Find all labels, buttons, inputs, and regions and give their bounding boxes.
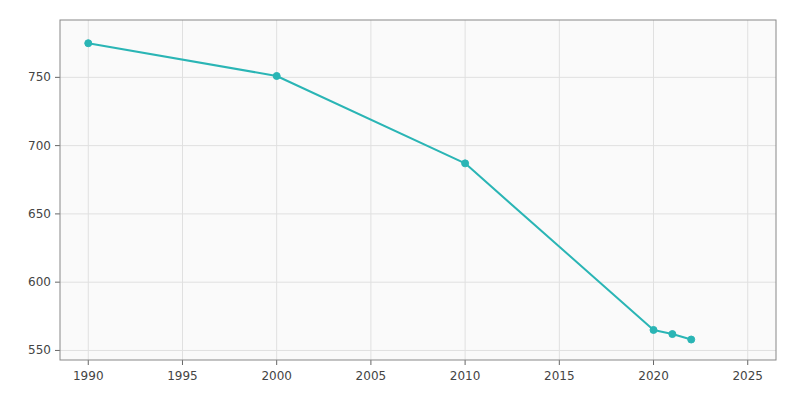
page: {"chart_data": {"type": "line", "x": [19… (0, 0, 800, 400)
y-tick (55, 282, 60, 283)
x-grid-line (88, 20, 89, 360)
x-tick-label: 2000 (261, 369, 292, 383)
x-tick-label: 1990 (73, 369, 104, 383)
chart-svg: 1990 1995 2000 2005 2010 2015 2020 2025 550 600 65… (0, 0, 800, 400)
y-tick-label: 750 (28, 70, 51, 84)
x-tick-label: 1995 (167, 369, 198, 383)
y-grid-line (60, 77, 776, 78)
y-tick-label: 650 (28, 207, 51, 221)
x-tick (276, 360, 277, 365)
series (85, 40, 695, 343)
x-tick-label: 2005 (356, 369, 387, 383)
x-grid-line (276, 20, 277, 360)
line (88, 43, 691, 339)
y-tick (55, 213, 60, 214)
point (85, 40, 92, 47)
x-tick-label: 2010 (450, 369, 481, 383)
y-grid-line (60, 350, 776, 351)
y-tick-label: 700 (28, 139, 51, 153)
x-grid-line (747, 20, 748, 360)
x-tick-label: 2020 (638, 369, 669, 383)
x-tick (653, 360, 654, 365)
y-tick-label: 600 (28, 275, 51, 289)
y-grid-line (60, 145, 776, 146)
grid (55, 20, 776, 365)
x-tick (465, 360, 466, 365)
y-tick-label: 550 (28, 343, 51, 357)
x-grid-line (465, 20, 466, 360)
x-grid-line (182, 20, 183, 360)
x-grid-line (653, 20, 654, 360)
point (669, 331, 676, 338)
x-tick (747, 360, 748, 365)
y-tick (55, 77, 60, 78)
y-tick (55, 145, 60, 146)
chart-container: 1990 1995 2000 2005 2010 2015 2020 2025 550 600 65… (0, 0, 800, 400)
x-tick-label: 2015 (544, 369, 575, 383)
plot-frame (60, 20, 776, 360)
point (462, 160, 469, 167)
x-tick (88, 360, 89, 365)
point (650, 326, 657, 333)
x-grid-line (370, 20, 371, 360)
x-tick (559, 360, 560, 365)
x-tick-label: 2025 (732, 369, 763, 383)
y-grid-line (60, 213, 776, 214)
point (688, 336, 695, 343)
y-tick (55, 350, 60, 351)
x-tick (182, 360, 183, 365)
y-grid-line (60, 282, 776, 283)
point (273, 72, 280, 79)
x-tick (370, 360, 371, 365)
x-grid-line (559, 20, 560, 360)
plot-background (60, 20, 776, 360)
tick-labels: 1990 1995 2000 2005 2010 2015 2020 2025 550 600 65… (28, 70, 763, 383)
